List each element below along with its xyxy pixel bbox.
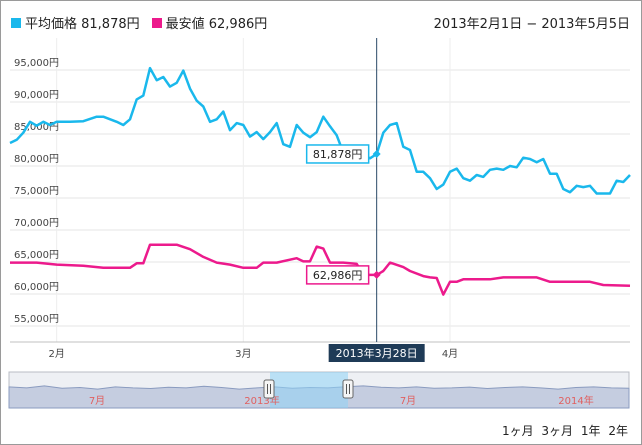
avg-tooltip-label: 81,878円 <box>313 148 363 161</box>
navigator-labels: 7月 2013年 7月 2014年 <box>89 394 594 407</box>
legend-item-avg[interactable]: 平均価格 81,878円 <box>11 13 140 32</box>
y-tick-label: 75,000円 <box>14 186 59 197</box>
range-button-3m[interactable]: 3ヶ月 <box>541 424 574 438</box>
series-line-avg <box>9 66 631 195</box>
x-tick-label: 4月 <box>442 348 458 360</box>
date-range: 2013年2月1日 − 2013年5月5日 <box>433 17 630 32</box>
y-tick-label: 80,000円 <box>14 154 59 165</box>
min-tooltip-box <box>305 265 370 285</box>
avg-swatch <box>11 17 21 28</box>
navigator[interactable]: 7月 2013年 7月 2014年 <box>8 371 630 409</box>
legend-avg-label: 平均価格 81,878円 <box>25 17 140 32</box>
y-tick-label: 85,000円 <box>14 122 59 133</box>
crosshair-date-bg <box>328 344 425 362</box>
navigator-handle-right[interactable] <box>342 379 354 399</box>
range-selector: 1ヶ月 3ヶ月 1年 2年 <box>498 422 628 439</box>
y-tick-label: 60,000円 <box>14 282 59 293</box>
y-tick-label: 70,000円 <box>14 218 59 229</box>
y-tick-label: 90,000円 <box>14 90 59 101</box>
series-line-min <box>10 243 631 296</box>
crosshair: 2013年3月28日 81,878円 62,986円 <box>305 38 425 362</box>
grip-icon <box>267 384 271 394</box>
plot-area <box>10 38 630 342</box>
min-tooltip-label: 62,986円 <box>313 269 363 282</box>
navigator-label: 2014年 <box>558 394 593 407</box>
range-button-1m[interactable]: 1ヶ月 <box>501 424 534 438</box>
range-button-2y[interactable]: 2年 <box>608 424 628 438</box>
navigator-selection[interactable] <box>270 372 348 408</box>
min-swatch <box>151 17 162 28</box>
navigator-handle-left[interactable] <box>263 379 275 399</box>
avg-point-marker <box>372 149 381 158</box>
grid <box>10 38 630 342</box>
navigator-label: 7月 <box>89 395 105 407</box>
legend: 平均価格 81,878円 最安値 62,986円 <box>11 13 279 32</box>
y-tick-label: 55,000円 <box>14 314 59 325</box>
avg-tooltip-box <box>305 144 370 164</box>
range-button-1y[interactable]: 1年 <box>580 424 601 438</box>
x-axis: 2月 3月 4月 <box>10 341 630 360</box>
x-tick-label: 2月 <box>48 348 64 360</box>
min-point-marker <box>372 270 381 279</box>
legend-min-label: 最安値 62,986円 <box>165 17 268 32</box>
grip-icon <box>346 384 350 394</box>
crosshair-date-label: 2013年3月28日 <box>336 346 418 360</box>
y-tick-label: 95,000円 <box>14 58 59 69</box>
x-tick-label: 3月 <box>235 348 251 360</box>
y-axis: 55,000円 60,000円 65,000円 70,000円 75,000円 80,00… <box>14 58 59 325</box>
legend-item-min[interactable]: 最安値 62,986円 <box>151 13 268 32</box>
series-lines <box>9 66 631 296</box>
y-tick-label: 65,000円 <box>14 250 59 261</box>
navigator-label: 7月 <box>400 395 416 407</box>
